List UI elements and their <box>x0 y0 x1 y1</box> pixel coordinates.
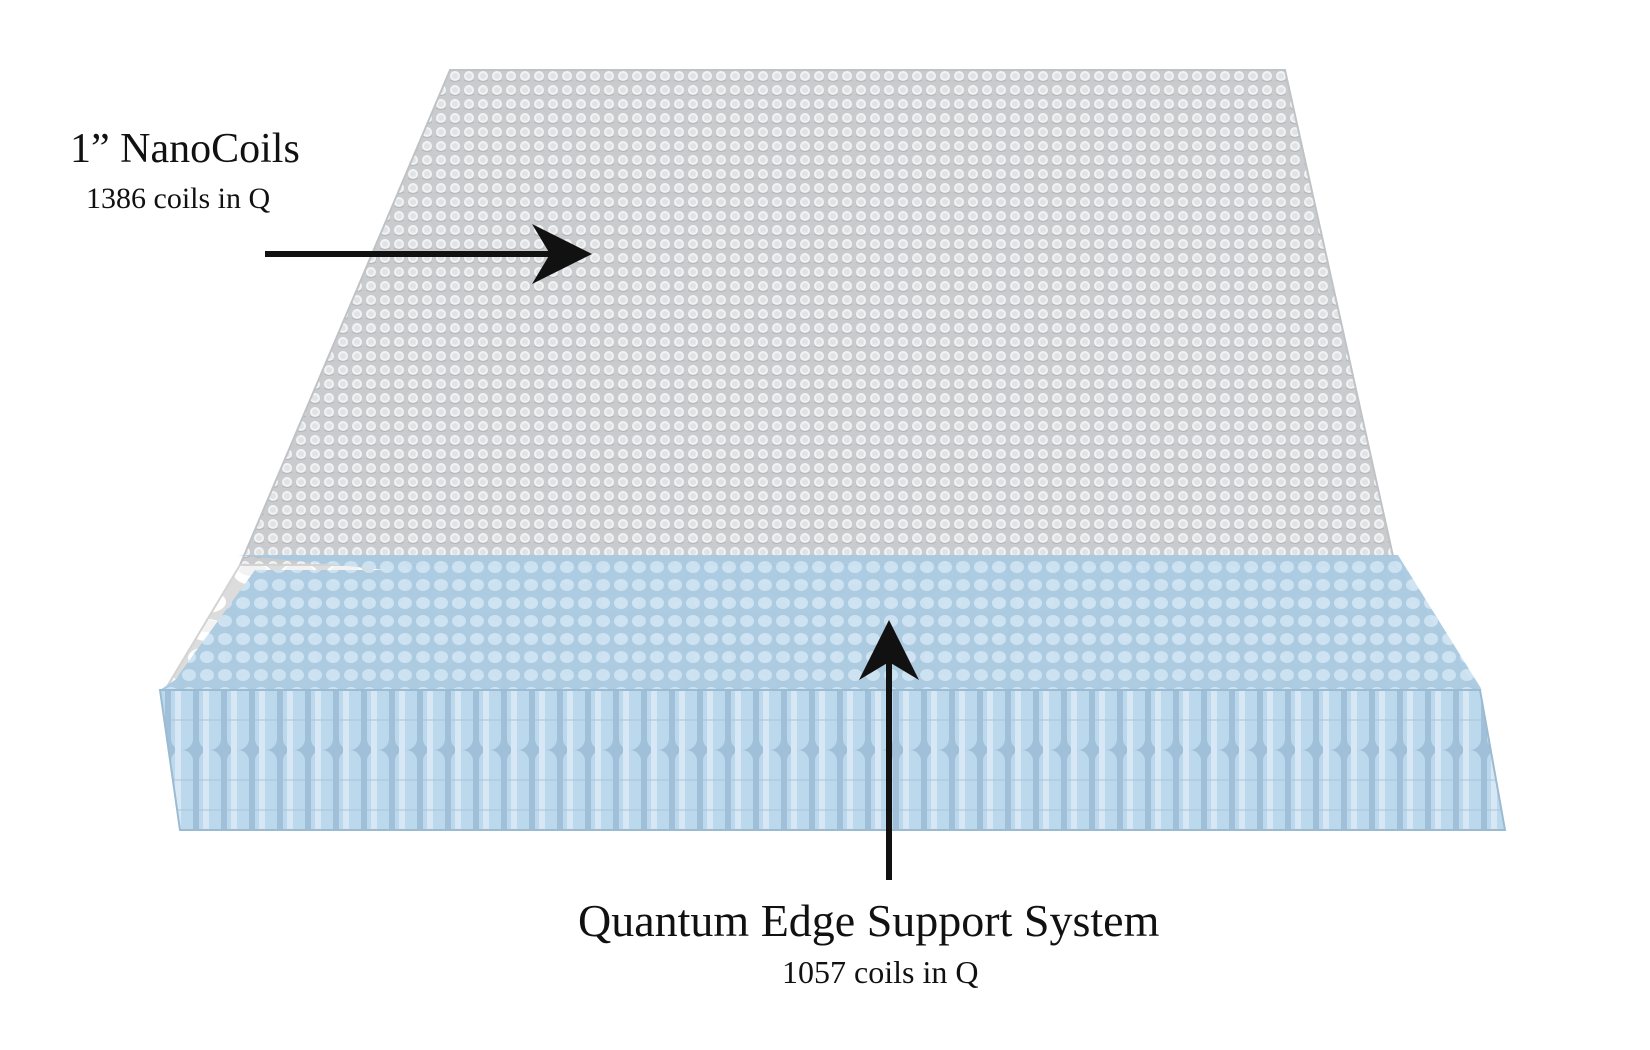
edge-support-coils <box>158 689 1507 831</box>
edge-coil-rim <box>160 555 1482 690</box>
edge-support-subtitle: 1057 coils in Q <box>782 954 979 990</box>
nanocoil-layer <box>238 69 1397 566</box>
nanocoils-subtitle: 1386 coils in Q <box>86 182 271 215</box>
edge-support-title: Quantum Edge Support System <box>578 895 1160 946</box>
nanocoils-title: 1” NanoCoils <box>70 126 300 172</box>
